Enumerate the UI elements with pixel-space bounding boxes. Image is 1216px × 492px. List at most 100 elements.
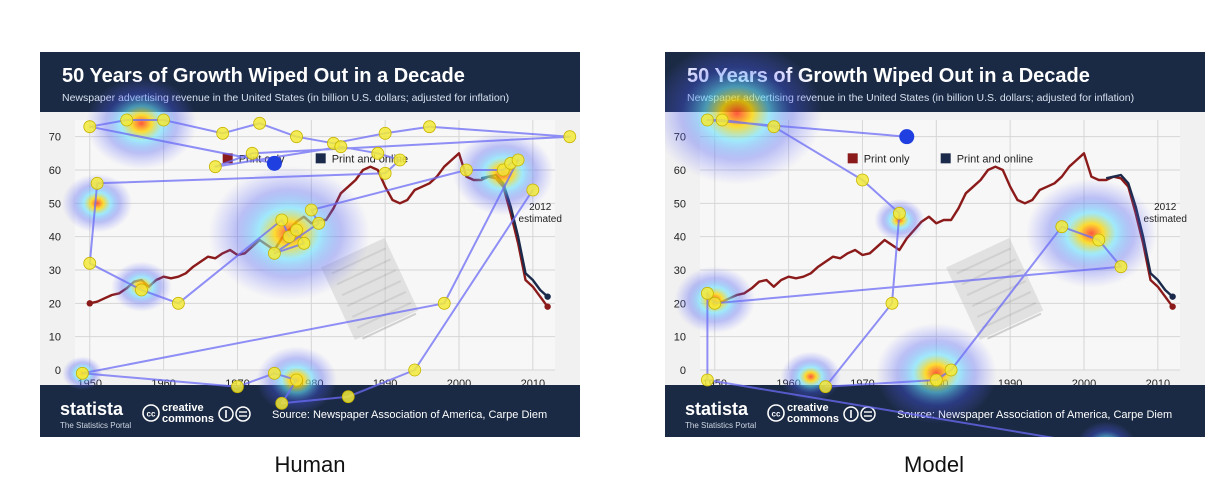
series-start-marker xyxy=(86,300,93,307)
panel-model: 50 Years of Growth Wiped Out in a Decade… xyxy=(665,52,1205,437)
fixation-point xyxy=(700,373,714,387)
heatmap-blob xyxy=(875,322,997,424)
fixation-point xyxy=(304,203,318,217)
series-end-marker xyxy=(1169,303,1176,310)
y-tick-label: 30 xyxy=(49,265,61,277)
caption-human: Human xyxy=(274,452,346,477)
fixation-point xyxy=(856,173,869,187)
fixation-point xyxy=(393,153,407,167)
fixation-point xyxy=(135,283,148,297)
fixation-point xyxy=(511,153,525,167)
footer-source: Source: Newspaper Association of America… xyxy=(272,409,547,421)
fixation-point xyxy=(312,216,326,230)
fixation-point xyxy=(408,363,422,377)
fixation-point xyxy=(944,363,958,377)
y-tick-label: 10 xyxy=(49,332,61,344)
fixation-point xyxy=(334,140,348,154)
y-tick-label: 60 xyxy=(49,165,61,177)
fixation-point xyxy=(253,116,267,130)
series-end-marker xyxy=(544,293,551,300)
fixation-point xyxy=(819,380,832,394)
fixation-point xyxy=(83,256,97,270)
series-end-marker xyxy=(544,303,551,310)
legend-swatch xyxy=(222,153,233,164)
gaze-overlay xyxy=(665,52,1157,437)
fixation-point xyxy=(378,166,392,180)
caption-model: Model xyxy=(904,452,964,477)
license-creative: creative xyxy=(162,402,204,414)
fixation-point xyxy=(75,366,89,380)
fixation-point xyxy=(245,146,259,160)
legend-label: Print and online xyxy=(957,153,1033,165)
scanpath-start-point xyxy=(266,155,282,171)
heatmap-blob xyxy=(1078,421,1135,437)
svg-text:cc: cc xyxy=(772,410,781,419)
fixation-point xyxy=(171,296,185,310)
newspaper-sheet xyxy=(946,237,1044,340)
fixation-point xyxy=(90,176,104,190)
newspaper-text-line xyxy=(341,269,397,297)
fixation-point xyxy=(290,223,303,237)
annotation-text: 2012 xyxy=(1154,202,1177,213)
fixation-point xyxy=(290,130,303,144)
y-tick-label: 0 xyxy=(680,365,686,377)
annotation-text: estimated xyxy=(519,214,562,225)
footer-brand-tagline: The Statistics Portal xyxy=(685,421,756,430)
scanpath-start-point xyxy=(899,129,915,145)
fixation-point xyxy=(423,120,436,134)
newspaper-text-line xyxy=(956,247,1011,275)
legend-swatch xyxy=(847,153,858,164)
fixation-point xyxy=(563,130,577,144)
legend-label: Print only xyxy=(864,153,910,165)
series-end-marker xyxy=(1169,293,1176,300)
fixation-point xyxy=(715,113,729,127)
gaze-overlay xyxy=(61,77,577,414)
fixation-point xyxy=(700,113,714,127)
fixation-point xyxy=(526,183,540,197)
license-commons: commons xyxy=(162,413,214,425)
newspaper-illustration-icon xyxy=(946,237,1044,340)
fixation-point xyxy=(341,390,355,404)
y-tick-label: 0 xyxy=(55,365,61,377)
fixation-point xyxy=(700,286,714,300)
attribution-icon xyxy=(218,406,234,422)
fixation-point xyxy=(929,373,943,387)
fixation-point xyxy=(378,126,392,140)
y-tick-label: 30 xyxy=(674,265,686,277)
y-tick-label: 50 xyxy=(674,198,686,210)
fixation-point xyxy=(120,113,134,127)
cc-logo-icon: cc xyxy=(142,404,160,422)
license-commons: commons xyxy=(787,413,839,425)
fixation-point xyxy=(267,246,281,260)
fixation-point xyxy=(290,373,303,387)
cc-logo-icon: cc xyxy=(767,404,785,422)
annotation-text: 2012 xyxy=(529,202,552,213)
y-tick-label: 50 xyxy=(49,198,61,210)
fixation-point xyxy=(157,113,171,127)
fixation-point xyxy=(216,126,230,140)
attribution-icon xyxy=(843,406,859,422)
fixation-point xyxy=(885,296,899,310)
fixation-point xyxy=(1092,233,1106,247)
fixation-point xyxy=(708,296,722,310)
legend-swatch xyxy=(940,153,951,164)
heatmap-blob xyxy=(665,52,823,185)
footer-brand-tagline: The Statistics Portal xyxy=(60,421,131,430)
newspaper-text-line xyxy=(361,312,417,340)
chart-model: 50 Years of Growth Wiped Out in a Decade… xyxy=(665,52,1205,437)
y-tick-label: 40 xyxy=(674,232,686,244)
annotation-text: estimated xyxy=(1144,214,1187,225)
footer-brand: statista xyxy=(60,399,124,419)
fixation-point xyxy=(459,163,473,177)
footer-brand: statista xyxy=(685,399,749,419)
newspaper-text-line xyxy=(986,312,1042,340)
newspaper-text-line xyxy=(346,280,402,307)
svg-text:cc: cc xyxy=(147,410,156,419)
fixation-point xyxy=(371,146,385,160)
fixation-point xyxy=(231,380,244,394)
fixation-point xyxy=(1055,220,1069,234)
newspaper-text-line xyxy=(966,269,1022,297)
license-creative: creative xyxy=(787,402,829,414)
heatmap-blob xyxy=(1025,178,1157,288)
newspaper-text-line xyxy=(976,291,1032,318)
